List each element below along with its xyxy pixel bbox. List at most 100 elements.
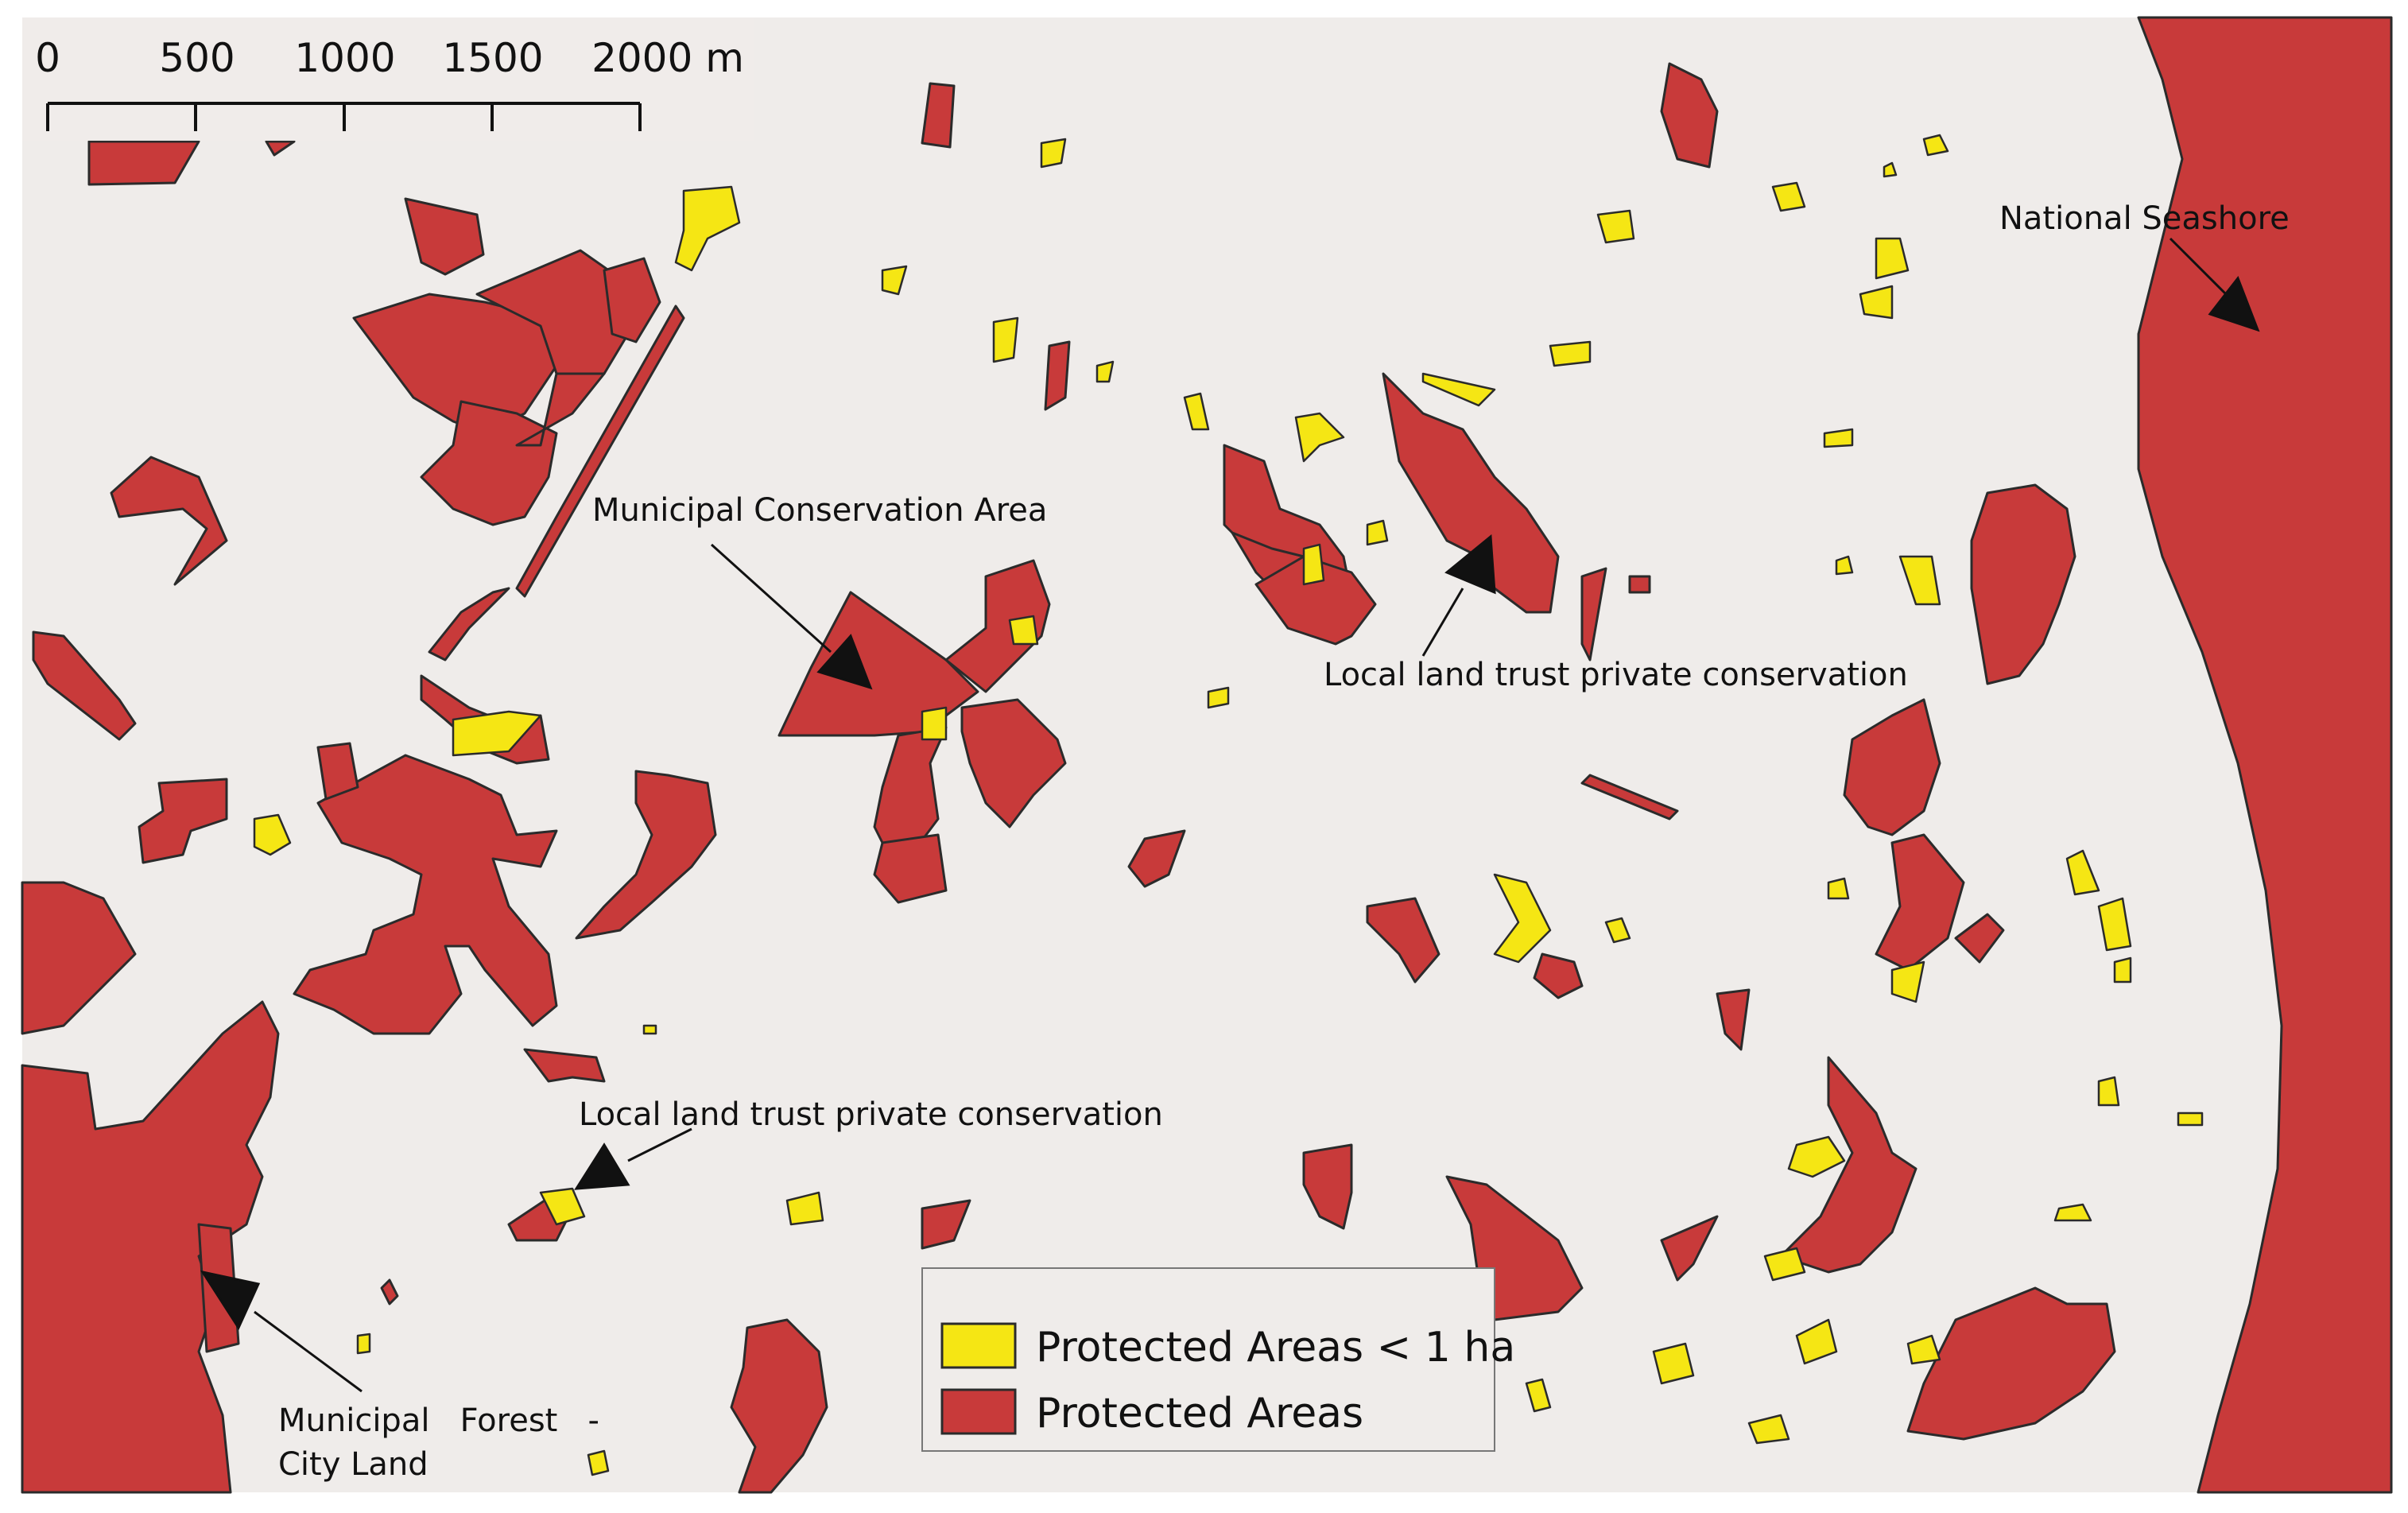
small-protected-area-42	[1525, 1378, 1552, 1413]
small-protected-area-38	[1795, 1318, 1838, 1365]
protected-area-island	[1970, 483, 2076, 685]
small-protected-area-9	[1549, 340, 1592, 367]
protected-area-central-2	[944, 559, 1051, 693]
small-protected-area-30	[2065, 849, 2100, 896]
protected-area-central-w-3	[316, 742, 359, 801]
small-protected-area-1	[674, 185, 741, 272]
small-protected-area-15	[1883, 161, 1898, 178]
protected-area-ec-2	[1875, 833, 1965, 972]
small-protected-area-29	[1890, 960, 1925, 1003]
protected-area-ec-1	[1843, 698, 1941, 836]
small-protected-area-21	[1008, 615, 1039, 646]
protected-area-ec-3	[1580, 774, 1679, 821]
protected-area-cluster-nw-a	[404, 197, 485, 276]
protected-area-nw-1	[87, 140, 200, 186]
legend-swatch-small-protected	[940, 1322, 1017, 1369]
protected-area-ce-4	[1382, 372, 1560, 614]
small-protected-area-16	[1823, 428, 1854, 448]
protected-area-s-9	[730, 1318, 828, 1494]
small-protected-area-19	[1302, 543, 1325, 586]
scale-tick-label-500: 500	[159, 35, 235, 81]
arrow-land-trust-east-line	[1421, 588, 1464, 657]
protected-area-strip-2	[428, 587, 510, 661]
protected-area-w-1	[110, 456, 228, 586]
small-protected-area-45	[356, 1333, 371, 1355]
small-protected-area-13	[1859, 285, 1894, 320]
small-protected-area-8	[1421, 372, 1496, 407]
small-protected-area-11	[1771, 181, 1806, 212]
small-protected-area-27	[1604, 917, 1631, 944]
small-protected-area-2	[881, 265, 908, 296]
protected-area-s-1	[523, 1048, 606, 1083]
small-protected-area-37	[1763, 1247, 1806, 1282]
protected-area-ec-4	[1366, 897, 1441, 983]
small-protected-area-47	[642, 1024, 657, 1035]
protected-area-ne-2	[1660, 62, 1719, 169]
label-municipal-forest-line2: City Land	[278, 1446, 428, 1483]
small-protected-area-14	[1922, 134, 1949, 157]
small-protected-area-20	[1366, 519, 1389, 546]
protected-area-central-5	[873, 833, 948, 904]
scale-bar-background	[22, 17, 754, 141]
scale-tick-label-0: 0	[35, 35, 60, 81]
arrow-land-trust-west-head	[574, 1143, 630, 1190]
label-municipal-conservation: Municipal Conservation Area	[592, 492, 1047, 529]
small-protected-area-33	[2097, 1076, 2120, 1107]
protected-area-cluster-nw-d	[603, 257, 661, 343]
protected-area-central-6	[1127, 829, 1186, 888]
small-protected-area-22	[921, 706, 948, 741]
small-protected-area-6	[1183, 392, 1210, 431]
protected-area-central-w-4	[575, 770, 717, 940]
small-protected-area-5	[1095, 360, 1115, 383]
scale-bar: 0 500 1000 1500 2000 m	[22, 17, 754, 141]
legend-label-small-protected: Protected Areas < 1 ha	[1036, 1324, 1515, 1371]
municipal-conservation-area-polygon	[777, 591, 979, 737]
arrow-national-seashore-line	[2169, 237, 2228, 296]
small-protected-area-17	[1898, 555, 1941, 606]
small-protected-area-44	[785, 1191, 824, 1226]
scale-tick-label-1500: 1500	[442, 35, 543, 81]
protected-area-ce-6	[1628, 575, 1651, 594]
protected-area-nw-2	[265, 140, 296, 157]
protected-area-s-8	[1906, 1286, 2116, 1441]
protected-area-strip-1	[515, 305, 685, 598]
protected-area-ec-7	[1954, 913, 2005, 964]
protected-area-w-2	[32, 630, 137, 741]
small-protected-area-7	[1294, 412, 1345, 463]
protected-area-far-w-2	[21, 1000, 280, 1494]
arrow-land-trust-west-line	[627, 1127, 692, 1162]
small-protected-area-41	[1906, 1334, 1941, 1365]
map-legend: Protected Areas < 1 ha Protected Areas	[921, 1267, 1515, 1452]
small-protected-area-28	[1827, 877, 1850, 900]
small-protected-area-34	[2177, 1111, 2204, 1127]
label-land-trust-east: Local land trust private conservation	[1324, 657, 1908, 693]
small-protected-areas-layer	[253, 134, 2204, 1476]
small-protected-area-39	[1652, 1342, 1695, 1385]
protected-area-n-2	[1044, 340, 1071, 411]
small-protected-area-23	[452, 710, 542, 757]
protected-area-s-7	[1779, 1056, 1917, 1274]
small-protected-area-26	[1493, 873, 1552, 964]
arrow-national-seashore-head	[2208, 275, 2260, 332]
small-protected-area-4	[992, 316, 1019, 363]
scale-tick-label-2000: 2000 m	[591, 35, 744, 81]
protected-area-cluster-nw-c	[475, 249, 630, 375]
scale-tick-label-1000: 1000	[294, 35, 395, 81]
legend-label-protected: Protected Areas	[1036, 1390, 1363, 1437]
small-protected-area-25	[1207, 686, 1230, 709]
arrow-municipal-forest-line	[254, 1310, 363, 1393]
protected-area-w-3	[138, 778, 228, 864]
protected-area-ec-6	[1716, 988, 1751, 1051]
map-background	[22, 17, 2391, 1492]
protected-area-cluster-nw-b	[352, 293, 558, 435]
protected-area-cluster-nw-e	[420, 400, 558, 526]
arrow-land-trust-east-head	[1444, 534, 1496, 595]
small-protected-area-24	[253, 813, 292, 856]
small-protected-area-32	[2113, 956, 2132, 983]
label-national-seashore: National Seashore	[1999, 200, 2290, 237]
protected-area-central-3	[960, 698, 1067, 828]
arrow-municipal-conservation-head	[816, 634, 873, 690]
protected-area-central-w-2	[293, 754, 558, 1035]
small-protected-area-18	[1835, 555, 1854, 576]
